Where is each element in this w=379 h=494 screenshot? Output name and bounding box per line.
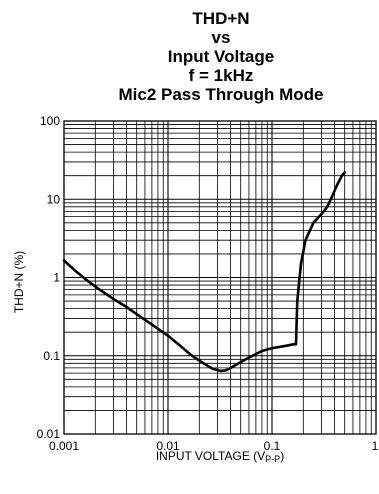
y-tick-label: 100 [40,114,60,128]
y-tick-label: 0.01 [37,427,61,441]
chart-title: THD+N vs Input Voltage f = 1kHz Mic2 Pas… [119,9,324,104]
title-line-3: Input Voltage [168,47,274,66]
x-tick-labels: 0.001 0.01 0.1 1 [49,439,379,453]
x-axis-label: INPUT VOLTAGE (VP-P) [156,449,284,464]
plot-frame [63,120,377,435]
grid [64,121,376,434]
title-line-5: Mic2 Pass Through Mode [119,85,324,104]
x-tick-label: 0.1 [264,439,281,453]
y-tick-label: 0.1 [43,349,60,363]
title-line-1: THD+N [192,9,249,28]
series-line [62,171,346,373]
y-tick-label: 10 [47,192,61,206]
y-axis-label: THD+N (%) [12,251,26,313]
x-axis-label-main: INPUT VOLTAGE (V [156,449,265,463]
x-axis-label-close: ) [280,449,284,463]
x-tick-label: 1 [372,439,379,453]
y-tick-labels: 100 10 1 0.1 0.01 [37,114,61,441]
x-tick-label: 0.001 [49,439,79,453]
x-axis-label-subscript: P-P [265,454,280,464]
title-line-4: f = 1kHz [189,66,254,85]
title-line-2: vs [212,28,231,47]
x-tick-label: 0.01 [156,439,180,453]
y-tick-label: 1 [53,271,60,285]
